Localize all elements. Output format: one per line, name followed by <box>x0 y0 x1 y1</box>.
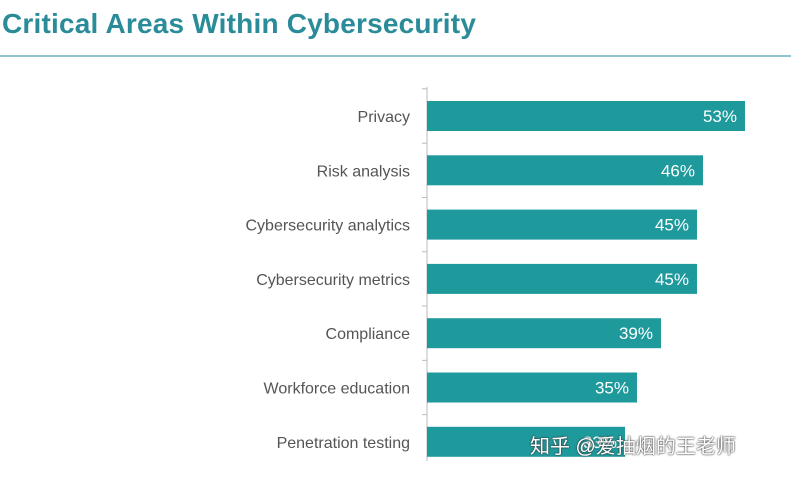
bar <box>427 372 637 403</box>
category-label: Cybersecurity metrics <box>256 272 410 289</box>
data-label: 45% <box>655 270 689 289</box>
category-label: Penetration testing <box>277 435 410 452</box>
data-label: 46% <box>661 161 695 180</box>
category-label: Workforce education <box>264 381 410 398</box>
bar <box>427 101 745 131</box>
bar <box>427 155 703 186</box>
data-label: 33% <box>583 433 617 452</box>
data-label: 35% <box>595 379 629 398</box>
watermark-text: 知乎 @爱抽烟的王老师 <box>530 436 736 458</box>
category-label: Risk analysis <box>317 163 410 180</box>
title-divider <box>0 55 791 57</box>
data-label: 39% <box>619 324 653 343</box>
category-label: Compliance <box>326 326 411 343</box>
bar <box>427 318 661 349</box>
bar <box>427 426 625 457</box>
data-label: 45% <box>655 216 689 235</box>
chart-title: Critical Areas Within Cybersecurity <box>2 8 477 39</box>
data-label: 53% <box>703 107 737 126</box>
bar <box>427 263 697 294</box>
category-label: Cybersecurity analytics <box>246 218 411 235</box>
category-label: Privacy <box>358 109 410 126</box>
bar <box>427 209 697 240</box>
